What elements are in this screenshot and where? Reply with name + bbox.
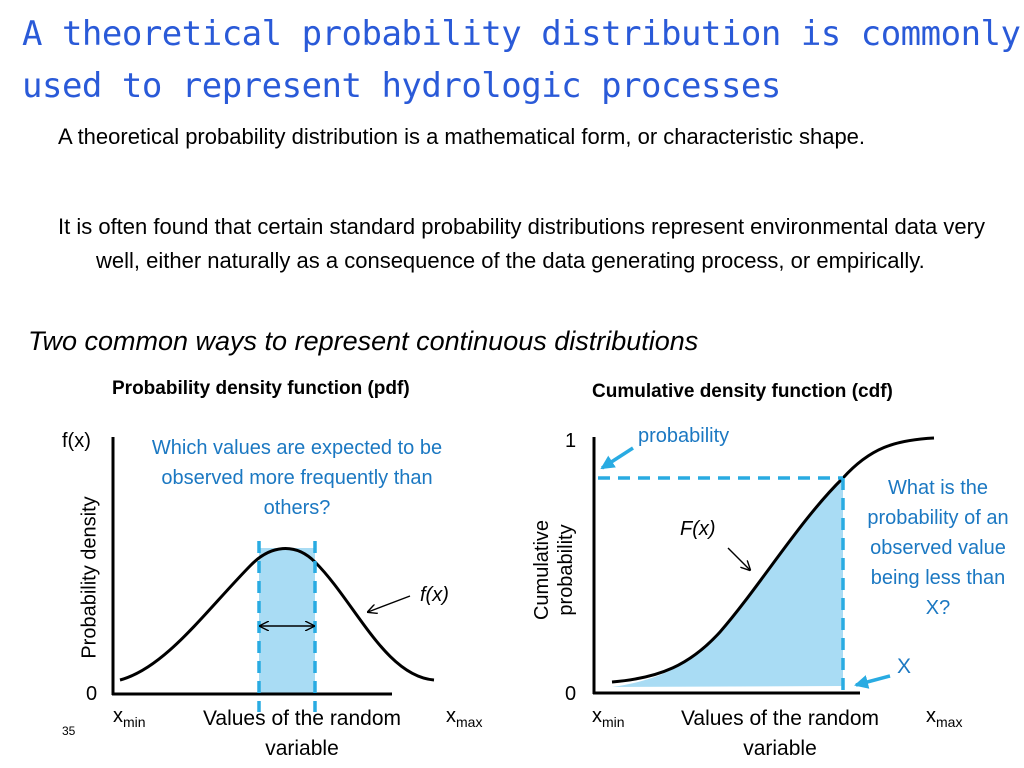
subheading: Two common ways to represent continuous … (28, 326, 699, 356)
cdf-probability-label: probability (638, 425, 730, 447)
cdf-title: Cumulative density function (cdf) (592, 381, 893, 402)
pdf-curve-pointer (368, 595, 411, 612)
pdf-title: Probability density function (pdf) (112, 378, 410, 399)
cdf-xmax-label: xmax (926, 705, 963, 730)
cdf-xmin-label: xmin (592, 705, 625, 730)
cdf-curve-pointer (727, 547, 750, 570)
cdf-probability-arrow (600, 446, 634, 470)
cdf-curve-label: F(x) (680, 518, 716, 540)
cdf-x-axis-label: Values of the random variable (680, 707, 880, 760)
cdf-x-arrow (854, 674, 891, 689)
pdf-curve-label: f(x) (420, 584, 449, 606)
pdf-xmin-label: xmin (113, 705, 146, 730)
pdf-y-axis-label: Probability density (78, 496, 101, 659)
cdf-question: What is the probability of an observed v… (867, 477, 1009, 619)
cdf-x-marker-label: X (897, 655, 912, 678)
cdf-curve (611, 436, 935, 684)
pdf-y-top-label: f(x) (62, 430, 91, 452)
pdf-y-zero-label: 0 (86, 683, 98, 705)
slide-title: A theoretical probability distribution i… (22, 14, 1021, 106)
pdf-curve (119, 547, 435, 682)
pdf-x-axis-label: Values of the random variable (202, 707, 402, 760)
slide-number: 35 (62, 724, 76, 738)
cdf-y-top-label: 1 (565, 430, 577, 452)
bullet-2: It is often found that certain standard … (58, 214, 985, 273)
bullet-1: A theoretical probability distribution i… (58, 124, 866, 149)
pdf-xmax-label: xmax (446, 705, 483, 730)
cdf-y-axis-label: Cumulative probability (531, 519, 577, 621)
pdf-question: Which values are expected to be observed… (151, 437, 443, 519)
pdf-shaded-region (259, 548, 315, 694)
cdf-y-zero-label: 0 (565, 683, 577, 705)
cdf-shaded-region (612, 478, 843, 687)
